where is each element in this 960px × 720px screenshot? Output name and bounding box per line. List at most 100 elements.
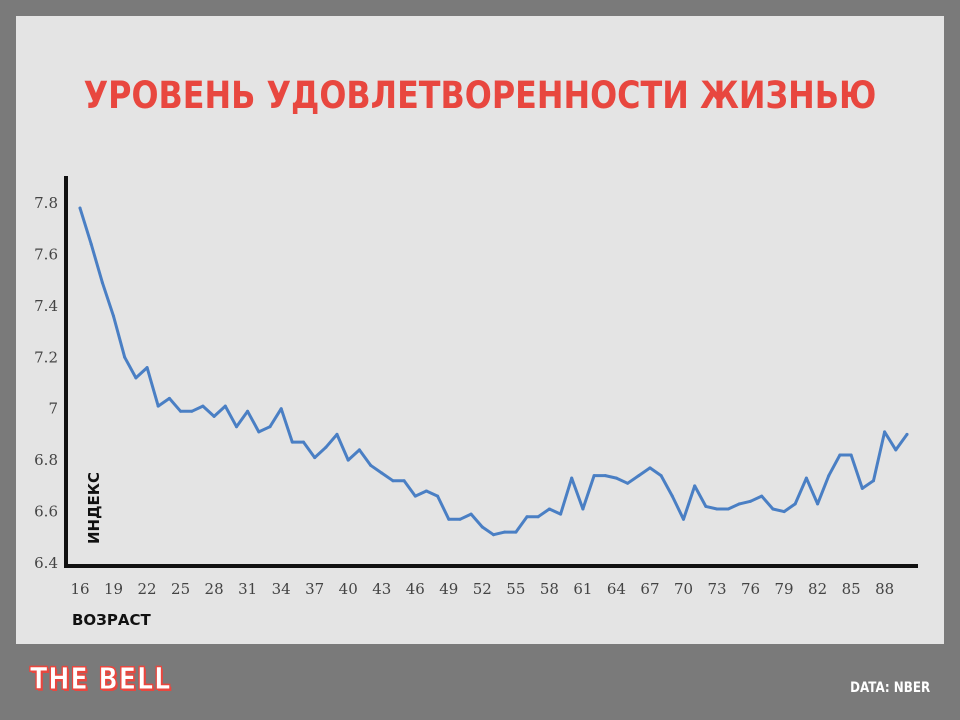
data-point [235,425,238,429]
data-point [626,481,630,485]
x-tick-label: 88 [875,580,894,598]
data-point [525,515,529,519]
data-point [413,494,417,498]
data-point [167,396,171,400]
data-point [682,517,685,521]
data-point [89,242,93,246]
y-axis-title: ИНДЕКС [85,472,103,544]
y-tick-label: 6.8 [34,451,58,469]
x-tick-label: 22 [138,580,157,598]
data-point [771,507,775,511]
data-point [514,530,518,534]
data-point [469,512,473,516]
chart-panel [16,16,944,644]
series-line [78,206,909,537]
data-point [380,471,384,475]
data-point [659,474,663,478]
x-tick-label: 46 [406,580,425,598]
data-point [324,445,328,449]
data-point [637,474,641,478]
data-point [760,494,764,498]
x-tick-label: 43 [372,580,391,598]
data-point [223,404,227,408]
data-point [872,479,875,483]
data-point [838,453,842,457]
data-source: DATA: NBER [849,680,930,696]
x-tick-label: 19 [104,580,123,598]
data-point [246,409,250,413]
data-point [369,463,373,467]
data-point [614,476,618,480]
y-tick-label: 7.8 [34,194,58,212]
x-tick-label: 85 [842,580,861,598]
x-tick-label: 34 [272,580,291,598]
x-tick-label: 52 [473,580,492,598]
x-tick-label: 25 [171,580,190,598]
x-tick-labels: 16 19 22 25 28 31 34 37 40 43 46 49 52 55 58 61 64 67 70 73… [70,580,894,598]
data-point [179,409,183,413]
x-axis-title: ВОЗРАСТ [72,611,151,629]
y-tick-label: 7 [48,400,58,418]
data-point [279,407,283,411]
data-point [290,440,294,444]
data-point [492,533,495,537]
y-tick-label: 6.6 [34,503,58,521]
data-point [357,448,361,452]
data-point [503,530,507,534]
chart-title: УРОВЕНЬ УДОВЛЕТВОРЕННОСТИ ЖИЗНЬЮ [83,74,877,117]
x-tick-label: 61 [573,580,592,598]
data-point [257,430,261,434]
y-tick-label: 7.4 [34,297,58,315]
data-point [480,525,484,529]
data-points [78,206,909,537]
data-point [212,414,216,418]
data-point [134,376,138,380]
x-tick-label: 49 [439,580,458,598]
data-point [715,507,719,511]
data-point [894,448,898,452]
data-point [100,281,104,285]
data-point [793,502,797,506]
data-point [335,432,339,436]
data-point [749,499,752,503]
data-point [905,432,909,436]
x-tick-label: 79 [775,580,794,598]
data-point [570,476,574,480]
data-point [313,456,317,460]
data-point [670,494,674,498]
x-tick-label: 76 [741,580,760,598]
x-tick-label: 67 [640,580,659,598]
brand-logo: THE BELL [30,662,172,698]
data-point [693,484,697,488]
data-point [436,494,440,498]
data-point [424,489,428,493]
x-tick-label: 28 [205,580,224,598]
data-point [827,474,831,478]
y-tick-label: 6.4 [34,554,58,572]
data-point [145,366,149,370]
x-tick-label: 64 [607,580,626,598]
y-tick-labels: 6.4 6.6 6.8 7 7.2 7.4 7.6 7.8 [34,194,58,572]
data-point [704,504,708,508]
x-tick-label: 40 [339,580,358,598]
x-tick-label: 82 [808,580,827,598]
data-point [547,507,551,511]
data-point [458,517,462,521]
data-point [559,512,563,516]
data-point [726,507,730,511]
x-tick-label: 58 [540,580,559,598]
data-point [804,476,808,480]
data-point [883,430,887,434]
data-point [346,458,350,462]
x-tick-label: 73 [707,580,726,598]
y-tick-label: 7.6 [34,245,58,263]
x-tick-label: 37 [305,580,324,598]
data-point [402,479,406,483]
data-point [816,502,820,506]
data-point [190,409,194,413]
data-point [156,404,160,408]
data-point [849,453,853,457]
data-point [860,486,864,490]
data-point [201,404,205,408]
